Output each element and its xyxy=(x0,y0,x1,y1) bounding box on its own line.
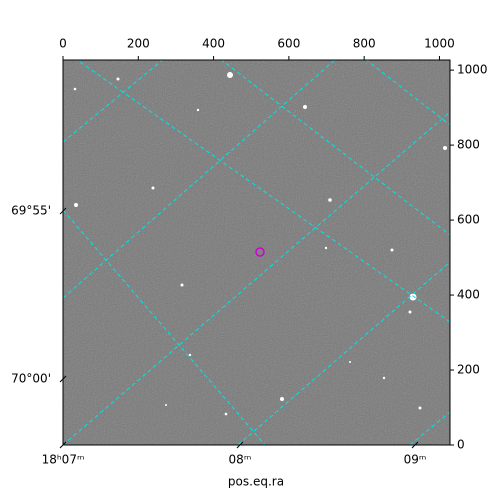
ra-tick-label: 18ʰ07ᵐ xyxy=(42,453,85,467)
x-tick-label: 600 xyxy=(277,37,300,51)
y-tick-label: 800 xyxy=(457,138,480,152)
y-tick-label: 600 xyxy=(457,213,480,227)
dec-tick-mark xyxy=(59,207,67,215)
target-marker xyxy=(255,247,265,257)
dec-tick-label: 70°00' xyxy=(11,372,51,386)
axes-frame xyxy=(62,59,451,446)
y-tick-label: 200 xyxy=(457,363,480,377)
ra-tick-label: 08ᵐ xyxy=(229,453,252,467)
x-tick-label: 800 xyxy=(353,37,376,51)
y-tick-label: 1000 xyxy=(457,63,488,77)
x-tick-label: 400 xyxy=(202,37,225,51)
ra-tick-mark xyxy=(59,441,67,449)
x-tick-label: 200 xyxy=(127,37,150,51)
coordinate-grid xyxy=(63,60,450,445)
y-tick-label: 0 xyxy=(457,438,465,452)
x-tick-label: 1000 xyxy=(424,37,455,51)
ra-tick-mark xyxy=(411,441,419,449)
y-tick-label: 400 xyxy=(457,288,480,302)
ra-tick-mark xyxy=(236,441,244,449)
x-tick-label: 0 xyxy=(59,37,67,51)
dec-tick-mark xyxy=(59,375,67,383)
ra-tick-label: 09ᵐ xyxy=(404,453,427,467)
x-axis-label: pos.eq.ra xyxy=(228,475,284,489)
dec-tick-label: 69°55' xyxy=(11,204,51,218)
